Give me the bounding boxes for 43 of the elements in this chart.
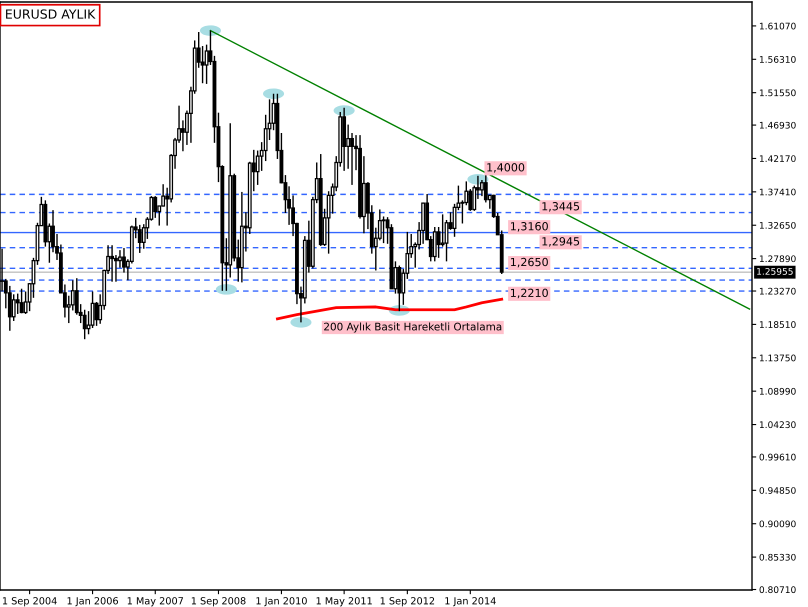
annotation: 1,3445 — [542, 202, 580, 212]
x-tick-label: 1 Sep 2008 — [192, 597, 246, 606]
line-series — [276, 298, 504, 320]
y-tick-label: 1.46930 — [760, 122, 796, 129]
x-tick-label: 1 May 2007 — [128, 597, 184, 606]
x-tick-label: 1 Sep 2004 — [2, 597, 57, 606]
y-tick-label: 0.99610 — [760, 454, 796, 461]
y-tick-label: 1.18510 — [760, 321, 796, 328]
y-tick-label: 1.51550 — [760, 89, 796, 96]
candlestick — [350, 132, 354, 186]
annotation: 1,2650 — [510, 258, 548, 268]
annotation: 200 Aylık Basit Hareketli Ortalama — [324, 322, 502, 333]
y-tick-label: 1.04230 — [760, 421, 796, 428]
y-tick-label: 1.56310 — [760, 56, 796, 63]
x-tick-label: 1 Jan 2006 — [68, 597, 118, 606]
y-tick-label: 0.94850 — [760, 487, 796, 494]
y-tick-label: 1.61070 — [760, 22, 796, 30]
y-tick-label: 1.42170 — [760, 155, 796, 162]
y-tick-label: 1.27890 — [760, 255, 796, 262]
ref-line-label: 1.25955 — [757, 268, 793, 275]
candlestick — [110, 244, 114, 282]
x-tick-label: 1 Jan 2014 — [445, 597, 496, 606]
y-tick-label: 0.90090 — [760, 520, 796, 528]
x-tick-label: 1 May 2011 — [316, 597, 372, 606]
candlestick — [12, 294, 16, 322]
annotation: 1,3160 — [510, 222, 548, 232]
y-tick-label: 1.37410 — [760, 188, 796, 196]
y-tick-label: 1.13750 — [760, 354, 796, 362]
x-tick-label: 1 Sep 2012 — [380, 597, 434, 606]
y-tick-label: 1.32650 — [760, 222, 796, 229]
x-tick-label: 1 Jan 2010 — [256, 597, 307, 606]
candlestick — [16, 292, 20, 315]
y-tick-label: 1.23270 — [760, 288, 796, 295]
candlestick — [153, 195, 158, 219]
y-tick-label: 0.85330 — [760, 554, 796, 561]
annotation: 1,2945 — [542, 237, 580, 247]
annotation: 1,4000 — [487, 163, 524, 173]
candlestick — [20, 288, 24, 314]
candlestick — [480, 179, 484, 197]
y-tick-label: 0.80710 — [760, 586, 796, 594]
annotation: 1,2210 — [510, 288, 548, 298]
chart-title: EURUSD AYLIK — [6, 9, 96, 19]
y-tick-label: 1.08990 — [760, 388, 796, 395]
